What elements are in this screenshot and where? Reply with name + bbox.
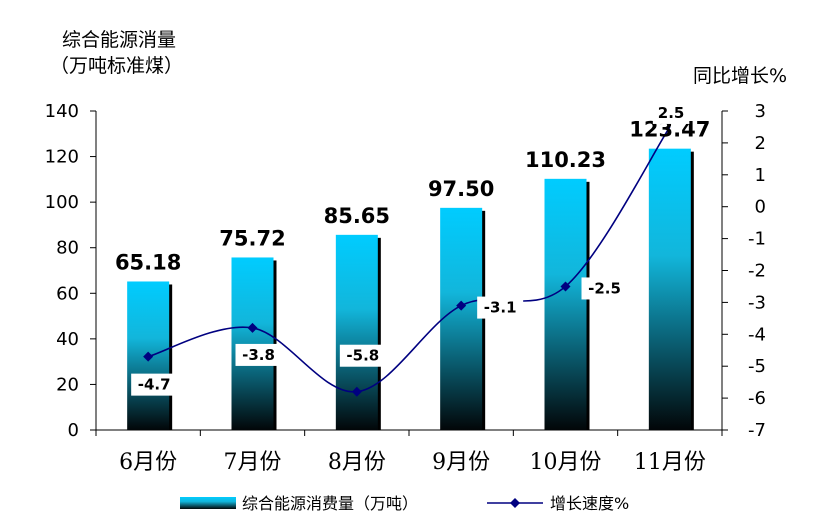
bar (231, 257, 274, 430)
legend-line-entry: 增长速度% (487, 494, 629, 513)
axes: 综合能源消量（万吨标准煤） 同比增长%020406080100120140-7-6… (45, 29, 787, 475)
legend-bar-label: 综合能源消费量（万吨） (242, 494, 418, 513)
right-tick-label: -1 (748, 229, 766, 250)
right-tick-label: 1 (755, 165, 766, 186)
right-tick-label: 0 (755, 197, 766, 218)
line-point-marker (351, 386, 362, 397)
bar (335, 234, 378, 430)
legend-line-marker (510, 498, 520, 508)
left-tick-label: 120 (45, 147, 79, 168)
line-value-label: -4.7 (131, 373, 178, 396)
x-category-label: 11月份 (634, 450, 706, 475)
data-labels: 65.1875.7285.6597.50110.23123.47-4.7-3.8… (115, 101, 710, 396)
bar (440, 207, 483, 430)
right-tick-label: -7 (748, 420, 766, 441)
bar-value-label: 85.65 (324, 204, 390, 228)
line-label-text: -3.1 (484, 299, 517, 317)
bar-value-label: 97.50 (428, 177, 494, 201)
bar-value-label: 110.23 (525, 148, 606, 172)
right-tick-label: -2 (748, 261, 766, 282)
line-value-label: 2.5 (652, 101, 690, 124)
line-value-label: -3.8 (235, 343, 282, 366)
left-tick-label: 20 (56, 374, 79, 395)
right-tick-label: 3 (755, 101, 766, 122)
line-point-marker (456, 300, 467, 311)
line-value-label: -2.5 (581, 277, 628, 300)
left-axis-title: 综合能源消量 (62, 29, 176, 51)
left-tick-label: 40 (56, 329, 79, 350)
line-value-label: -3.1 (477, 296, 524, 319)
right-tick-label: -3 (748, 292, 766, 313)
right-tick-label: -5 (748, 356, 766, 377)
left-tick-label: 140 (45, 101, 79, 122)
line-value-label: -5.8 (339, 344, 386, 367)
x-category-label: 10月份 (530, 450, 602, 475)
x-category-label: 9月份 (432, 450, 490, 475)
left-tick-label: 100 (45, 192, 79, 213)
line-point-marker (560, 281, 571, 292)
legend-bar-swatch (180, 497, 236, 509)
right-tick-label: -6 (748, 388, 766, 409)
legend-line-label: 增长速度% (550, 494, 629, 513)
line-label-box (339, 344, 386, 367)
legend-bar-entry: 综合能源消费量（万吨） (180, 494, 418, 513)
line-point-marker (247, 322, 258, 333)
bar (648, 148, 691, 430)
x-category-label: 6月份 (119, 450, 177, 475)
line-label-text: -5.8 (346, 347, 379, 365)
line-label-text: -4.7 (138, 376, 171, 394)
left-tick-label: 60 (56, 283, 79, 304)
left-tick-label: 80 (56, 238, 79, 259)
growth-line-series (143, 126, 671, 397)
line-label-box (477, 296, 524, 319)
left-axis-title: （万吨标准煤） (50, 55, 183, 77)
line-point-marker (143, 351, 154, 362)
line-label-box (581, 277, 628, 300)
right-tick-label: 2 (755, 133, 766, 154)
line-label-text: -3.8 (242, 346, 275, 364)
bar-value-label: 75.72 (219, 226, 285, 250)
line-label-text: -2.5 (588, 279, 621, 297)
line-label-box (131, 373, 178, 396)
right-axis-title: 同比增长% (693, 65, 787, 87)
line-label-text: 2.5 (658, 104, 685, 122)
line-label-box (235, 343, 282, 366)
bar-value-label: 65.18 (115, 250, 181, 274)
line-label-box (652, 101, 690, 124)
x-category-label: 8月份 (328, 450, 386, 475)
x-category-label: 7月份 (224, 450, 282, 475)
bar (544, 178, 587, 430)
right-tick-label: -4 (748, 324, 766, 345)
left-tick-label: 0 (68, 420, 79, 441)
legend: 综合能源消费量（万吨） 增长速度% (180, 494, 629, 513)
